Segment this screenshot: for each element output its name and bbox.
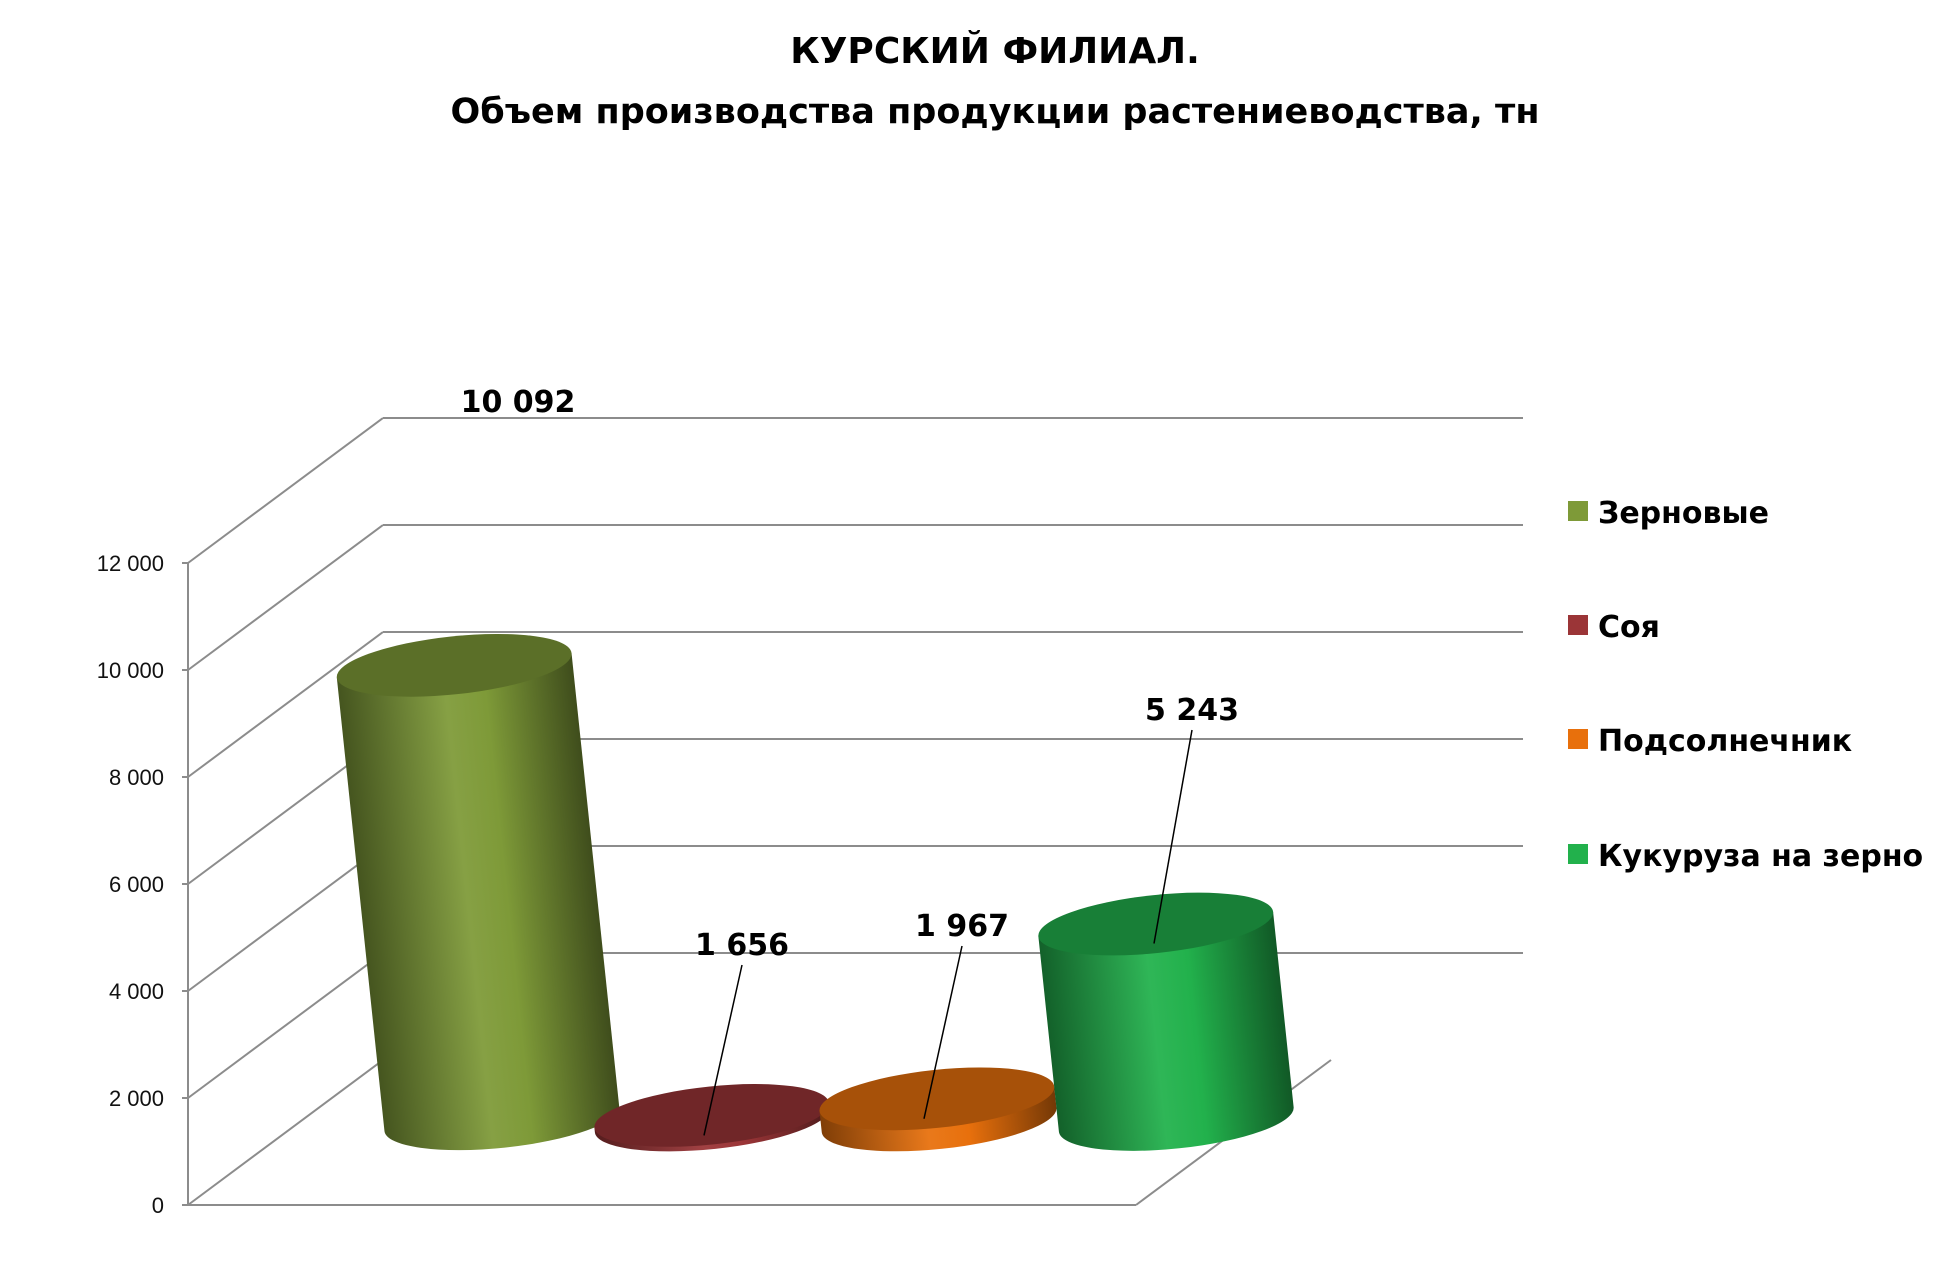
legend-swatch	[1568, 729, 1588, 749]
bar-2	[819, 1067, 1057, 1152]
bar-top	[594, 1084, 830, 1147]
chart-title: КУРСКИЙ ФИЛИАЛ.	[790, 31, 1200, 72]
chart-subtitle: Объем производства продукции растениевод…	[450, 92, 1540, 132]
bar-3	[1038, 892, 1294, 1151]
data-label-leader	[703, 964, 743, 1136]
legend-swatch	[1568, 615, 1588, 635]
y-tick-label: 10 000	[97, 658, 164, 683]
gridline-side	[187, 631, 384, 778]
data-label-leader	[1153, 729, 1193, 944]
legend-label: Подсолнечник	[1598, 724, 1852, 759]
y-tick-label: 2 000	[109, 1086, 164, 1111]
y-tick-label: 0	[152, 1193, 164, 1218]
chart-legend: Зерновые Соя Подсолнечник Кукуруза на зерно	[1568, 496, 1923, 874]
gridline-side	[187, 524, 384, 671]
chart-title-block: КУРСКИЙ ФИЛИАЛ. Объем производства проду…	[0, 22, 1944, 142]
legend-item-3: Кукуруза на зерно	[1568, 839, 1923, 874]
y-tick-label: 6 000	[109, 872, 164, 897]
gridline-side	[187, 952, 384, 1099]
gridline-side	[187, 845, 384, 992]
bar-1	[594, 1084, 830, 1152]
legend-label: Зерновые	[1598, 496, 1769, 531]
gridline-side	[187, 1059, 384, 1206]
bar-body	[336, 652, 620, 1151]
legend-swatch	[1568, 501, 1588, 521]
y-tick-label: 8 000	[109, 765, 164, 790]
y-axis-ticks: 0 2 000 4 000 6 000 8 000 10 000 12 000	[97, 551, 188, 1218]
bar-top	[819, 1067, 1055, 1131]
legend-label: Соя	[1598, 610, 1660, 645]
bar-body	[1038, 911, 1294, 1151]
chart-bars	[336, 633, 1294, 1152]
bar-top	[336, 633, 572, 697]
y-tick-label: 12 000	[97, 551, 164, 576]
y-tick-label: 4 000	[109, 979, 164, 1004]
data-label: 10 092	[461, 385, 576, 420]
bar-0	[336, 633, 620, 1151]
legend-item-2: Подсолнечник	[1568, 724, 1852, 759]
data-label-leader	[923, 945, 963, 1119]
data-labels: 10 092 1 656 1 967 5 243	[461, 385, 1239, 1136]
data-label: 1 656	[695, 928, 789, 963]
data-label: 1 967	[915, 909, 1009, 944]
data-label: 5 243	[1145, 693, 1239, 728]
legend-item-0: Зерновые	[1568, 496, 1769, 531]
legend-item-1: Соя	[1568, 610, 1660, 645]
bar-top	[1038, 892, 1274, 956]
gridline-side	[187, 417, 384, 564]
legend-swatch	[1568, 844, 1588, 864]
legend-label: Кукуруза на зерно	[1598, 839, 1923, 874]
